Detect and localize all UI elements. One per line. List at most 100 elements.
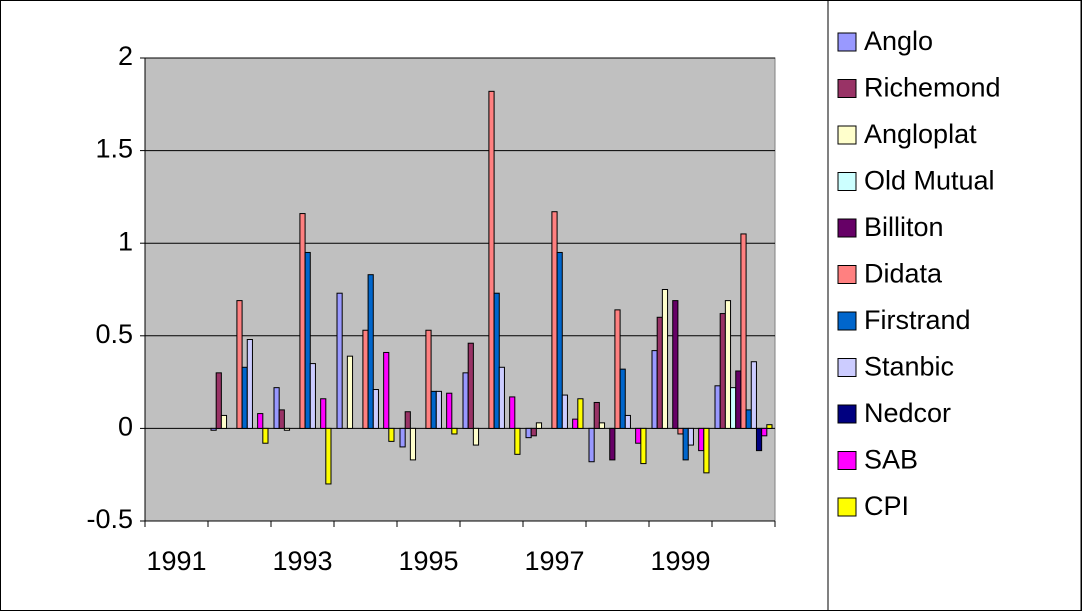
bar	[220, 414, 228, 429]
y-tick-label: 1	[118, 226, 133, 256]
bar	[766, 424, 773, 429]
bar	[677, 427, 684, 435]
bar	[241, 366, 248, 429]
legend-swatch	[837, 358, 857, 377]
bar	[661, 289, 669, 429]
bar	[488, 90, 495, 429]
legend	[827, 0, 1082, 611]
bar	[472, 427, 480, 446]
bar	[687, 427, 694, 446]
bar	[273, 387, 280, 429]
bar	[551, 211, 558, 429]
x-tick-label: 1997	[524, 546, 584, 576]
legend-swatch	[837, 32, 857, 52]
bar	[703, 427, 710, 474]
legend-label: Angloplat	[864, 119, 977, 149]
bar	[525, 427, 532, 439]
bar	[257, 413, 264, 429]
bar	[651, 350, 658, 429]
bar	[761, 427, 768, 437]
bar	[236, 300, 243, 429]
bar	[425, 329, 432, 429]
y-tick-label: 0.5	[95, 319, 133, 349]
bar	[656, 316, 663, 429]
bar	[309, 363, 316, 429]
bar	[614, 309, 621, 429]
bar	[556, 251, 563, 429]
bar	[462, 372, 469, 429]
legend-label: Nedcor	[864, 398, 951, 428]
legend-label: Firstrand	[864, 305, 971, 335]
y-tick-label: 0	[118, 412, 133, 442]
bar	[724, 300, 732, 429]
bar	[262, 427, 269, 444]
bar	[336, 292, 343, 429]
bar	[372, 389, 379, 429]
bar	[714, 385, 721, 429]
bar	[430, 390, 437, 429]
bar	[299, 213, 306, 429]
x-tick-label: 1999	[650, 546, 710, 576]
legend-label: Stanbic	[864, 352, 954, 382]
bar	[346, 355, 354, 429]
bar	[730, 387, 737, 429]
legend-label: CPI	[864, 491, 909, 521]
bar	[640, 427, 647, 465]
bar	[383, 351, 390, 429]
legend-swatch	[837, 218, 857, 238]
bar	[593, 401, 600, 429]
bar	[735, 370, 742, 429]
legend-swatch	[837, 404, 857, 424]
bar	[609, 427, 616, 461]
bar	[755, 427, 763, 452]
bar	[750, 361, 757, 429]
bar	[404, 411, 411, 429]
legend-swatch	[837, 497, 857, 517]
x-tick-label: 1991	[146, 546, 206, 576]
legend-swatch	[837, 172, 857, 191]
legend-label: SAB	[864, 445, 918, 475]
bar	[446, 392, 453, 429]
bar	[740, 233, 747, 429]
bar	[362, 329, 369, 429]
bar	[325, 427, 332, 485]
bar	[278, 409, 285, 429]
legend-label: Billiton	[864, 212, 944, 242]
bar	[530, 427, 537, 437]
bar	[320, 398, 327, 429]
bar	[672, 300, 679, 429]
legend-label: Didata	[864, 259, 943, 289]
bar	[215, 372, 222, 429]
bar	[698, 427, 705, 452]
bar	[561, 394, 568, 429]
bar	[304, 251, 311, 429]
bar	[246, 339, 253, 429]
bar	[210, 427, 217, 431]
bar	[283, 427, 291, 431]
bar	[493, 292, 500, 429]
bar	[535, 422, 543, 429]
bar	[577, 398, 584, 429]
legend-swatch	[837, 125, 857, 145]
bar	[498, 366, 505, 429]
bar	[745, 409, 752, 429]
bar	[399, 427, 406, 448]
y-tick-label: 2	[118, 41, 133, 71]
legend-label: Richemond	[864, 73, 1001, 103]
legend-swatch	[837, 451, 857, 470]
bar	[635, 427, 642, 444]
bar	[624, 414, 631, 429]
bar	[435, 390, 442, 429]
bar	[682, 427, 689, 461]
y-tick-label: 1.5	[95, 134, 133, 164]
bar	[409, 427, 417, 461]
x-tick-label: 1995	[398, 546, 458, 576]
legend-label: Anglo	[864, 26, 933, 56]
legend-swatch	[837, 79, 857, 98]
x-tick-label: 1993	[272, 546, 332, 576]
bar	[619, 368, 626, 429]
bar	[451, 427, 458, 435]
bar	[367, 274, 374, 429]
bar	[598, 422, 606, 429]
